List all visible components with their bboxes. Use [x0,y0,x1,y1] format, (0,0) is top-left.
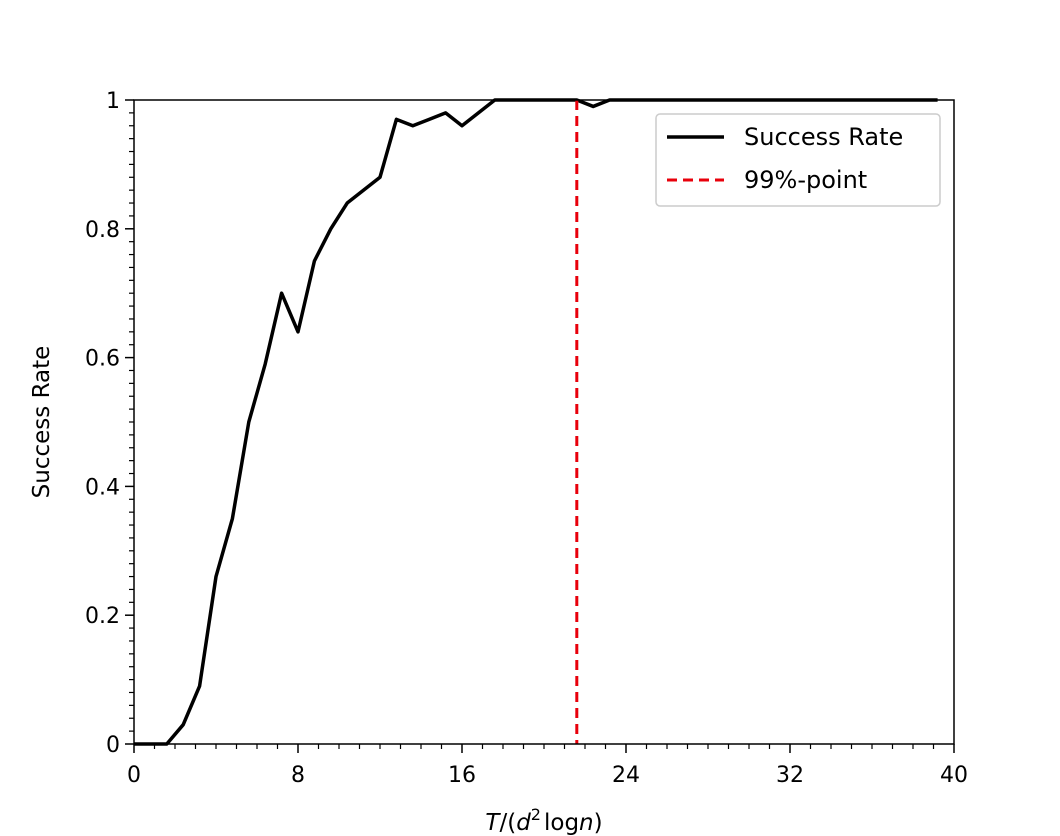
x-tick-label: 0 [127,763,141,788]
plot-area [134,100,954,744]
x-ticks: 0 8 16 24 32 40 [127,744,968,788]
x-axis-label: T/(d2 logn) [485,805,602,836]
y-ticks: 0 0.2 0.4 0.6 0.8 1 [85,89,134,758]
y-axis-label: Success Rate [29,346,55,499]
x-minor-ticks [153,744,935,749]
x-tick-label: 32 [776,763,804,788]
plot-frame [133,99,955,745]
legend: Success Rate 99%-point [655,113,941,207]
legend-box [655,113,941,207]
y-tick-label: 0.6 [85,347,120,372]
x-tick-label: 40 [940,763,968,788]
x-tick-label: 24 [612,763,640,788]
y-tick-label: 0 [106,733,120,758]
y-minor-ticks [129,112,134,732]
y-tick-label: 1 [106,89,120,114]
x-tick-label: 16 [448,763,476,788]
y-tick-label: 0.8 [85,218,120,243]
legend-label-success-rate: Success Rate [744,123,903,151]
legend-label-99-point: 99%-point [744,166,867,194]
x-tick-label: 8 [291,763,305,788]
y-tick-label: 0.4 [85,475,120,500]
y-tick-label: 0.2 [85,604,120,629]
